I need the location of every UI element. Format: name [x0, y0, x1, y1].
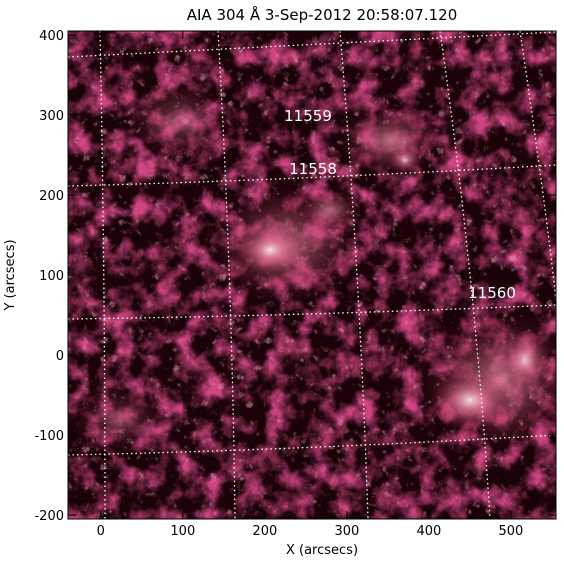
ar-label-11558: 11558 [289, 160, 337, 178]
y-tick-label: 0 [56, 349, 64, 364]
ar-label-11559: 11559 [284, 107, 332, 125]
heliographic-grid [68, 31, 556, 519]
y-tick-label: 200 [39, 189, 64, 204]
y-axis-label: Y (arcsecs) [3, 239, 18, 311]
y-tick-label: 300 [39, 109, 64, 124]
solar-image: 11559 11558 11560 [68, 31, 556, 519]
x-tick-label: 0 [97, 524, 105, 539]
x-tick-label: 200 [252, 524, 277, 539]
y-tick-label: -100 [34, 429, 64, 444]
y-tick-label: -200 [34, 509, 64, 524]
ar-label-11560: 11560 [468, 284, 516, 302]
x-tick-label: 100 [170, 524, 195, 539]
x-tick-label: 400 [416, 524, 441, 539]
axis-tick-labels: 0 100 200 300 400 500 400 300 200 100 0 -100 -200 [34, 29, 523, 539]
image-title: AIA 304 Å 3-Sep-2012 20:58:07.120 [187, 5, 458, 24]
x-tick-label: 300 [334, 524, 359, 539]
x-tick-label: 500 [498, 524, 523, 539]
y-tick-label: 100 [39, 269, 64, 284]
x-axis-label: X (arcsecs) [286, 543, 358, 558]
axis-ticks [68, 31, 556, 519]
y-tick-label: 400 [39, 29, 64, 44]
